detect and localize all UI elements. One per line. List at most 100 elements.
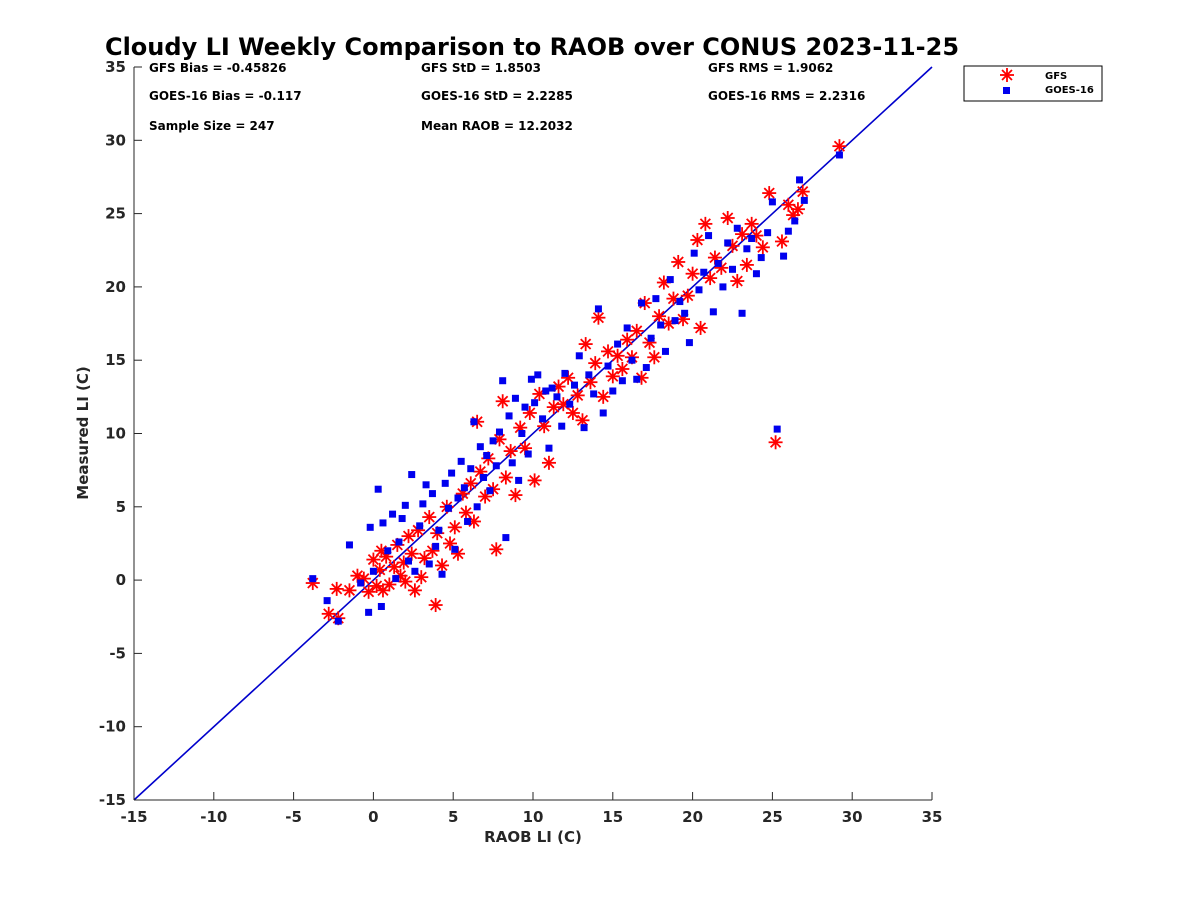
goes16-point bbox=[791, 217, 799, 225]
x-tick-label: -10 bbox=[200, 808, 227, 826]
goes16-point bbox=[773, 425, 781, 433]
gfs-point bbox=[762, 186, 777, 201]
goes16-point bbox=[733, 224, 741, 232]
gfs-point bbox=[768, 435, 783, 450]
gfs-point bbox=[422, 510, 437, 525]
goes16-point bbox=[451, 545, 459, 553]
legend-box bbox=[963, 65, 1103, 102]
axes bbox=[133, 66, 933, 801]
goes16-point bbox=[389, 510, 397, 518]
gfs-point bbox=[458, 505, 473, 520]
goes16-point bbox=[323, 597, 331, 605]
goes16-point bbox=[416, 522, 424, 530]
goes16-point bbox=[392, 575, 400, 583]
legend-gfs-marker bbox=[1000, 68, 1014, 82]
gfs-point bbox=[498, 470, 513, 485]
goes16-point bbox=[614, 340, 622, 348]
gfs-point bbox=[620, 332, 635, 347]
goes16-point bbox=[470, 418, 478, 426]
goes16-point bbox=[369, 567, 377, 575]
goes16-point bbox=[661, 347, 669, 355]
gfs-point bbox=[605, 369, 620, 384]
y-tick-label: 30 bbox=[105, 131, 126, 149]
goes16-point bbox=[473, 503, 481, 511]
goes16-point bbox=[628, 356, 636, 364]
legend: GFS GOES-16 bbox=[963, 65, 1103, 102]
goes16-point bbox=[366, 523, 374, 531]
gfs-point bbox=[652, 309, 667, 324]
goes16-point bbox=[835, 151, 843, 159]
goes16-point bbox=[748, 235, 756, 243]
goes16-point bbox=[492, 462, 500, 470]
gfs-point bbox=[575, 413, 590, 428]
goes16-point bbox=[489, 437, 497, 445]
goes16-point bbox=[448, 469, 456, 477]
gfs-point bbox=[591, 310, 606, 325]
gfs-point bbox=[774, 234, 789, 249]
gfs-point bbox=[610, 348, 625, 363]
gfs-point bbox=[478, 489, 493, 504]
x-tick-label: 0 bbox=[368, 808, 378, 826]
goes16-point bbox=[511, 394, 519, 402]
x-tick-label: 5 bbox=[448, 808, 458, 826]
goes16-point bbox=[377, 602, 385, 610]
goes16-point bbox=[695, 286, 703, 294]
goes16-point bbox=[553, 393, 561, 401]
goes16-point bbox=[425, 560, 433, 568]
goes16-point bbox=[518, 430, 526, 437]
goes16-point bbox=[752, 270, 760, 278]
goes16-point bbox=[570, 381, 578, 389]
goes16-point bbox=[575, 352, 583, 360]
goes16-point bbox=[384, 547, 392, 555]
legend-goes-marker bbox=[1003, 87, 1010, 94]
y-tick-label: -10 bbox=[99, 718, 126, 736]
gfs-point bbox=[629, 323, 644, 338]
gfs-point bbox=[583, 375, 598, 390]
goes16-point bbox=[676, 298, 684, 306]
gfs-point bbox=[546, 400, 561, 415]
gfs-point bbox=[744, 216, 759, 231]
gfs-point bbox=[647, 350, 662, 365]
gfs-bias-stat: GFS Bias = -0.45826 bbox=[149, 61, 286, 75]
goes16-point bbox=[780, 252, 788, 260]
x-tick-label: 15 bbox=[602, 808, 623, 826]
x-tick-label: 25 bbox=[762, 808, 783, 826]
goes16-point bbox=[395, 538, 403, 546]
goes16-point bbox=[515, 476, 523, 484]
goes16-point bbox=[527, 375, 535, 383]
goes16-point bbox=[542, 387, 550, 395]
goes16-point bbox=[422, 481, 430, 489]
goes16-point bbox=[638, 299, 646, 307]
y-axis-label: Measured LI (C) bbox=[74, 366, 92, 499]
goes16-point bbox=[599, 409, 607, 417]
gfs-point bbox=[720, 210, 735, 225]
goes16-point bbox=[545, 444, 553, 452]
goes16-point bbox=[618, 377, 626, 385]
goes16-point bbox=[690, 249, 698, 257]
goes16-point bbox=[334, 617, 342, 625]
goes16-point bbox=[743, 245, 751, 253]
goes16-point bbox=[796, 176, 804, 184]
x-tick-label: 35 bbox=[922, 808, 943, 826]
goes16-point bbox=[729, 265, 736, 273]
goes16-point bbox=[521, 403, 529, 411]
goes16-point bbox=[681, 309, 689, 317]
gfs-point bbox=[666, 291, 681, 306]
goes16-point bbox=[800, 196, 808, 204]
goes16-point bbox=[685, 339, 693, 347]
goes16-point bbox=[405, 557, 413, 565]
goes16-point bbox=[508, 459, 516, 467]
sample-size-stat: Sample Size = 247 bbox=[149, 119, 275, 133]
goes16-point bbox=[642, 364, 650, 372]
goes16-point bbox=[467, 465, 475, 473]
gfs-point bbox=[527, 473, 542, 488]
goes16-point bbox=[700, 268, 708, 276]
goes16-point bbox=[438, 570, 446, 578]
goes16-point bbox=[502, 534, 510, 542]
gfs-point bbox=[398, 574, 413, 589]
gfs-point bbox=[596, 389, 611, 404]
gfs-point bbox=[541, 455, 556, 470]
y-tick-label: -15 bbox=[99, 791, 126, 809]
goes16-point bbox=[719, 283, 727, 291]
gfs-point bbox=[407, 583, 422, 598]
